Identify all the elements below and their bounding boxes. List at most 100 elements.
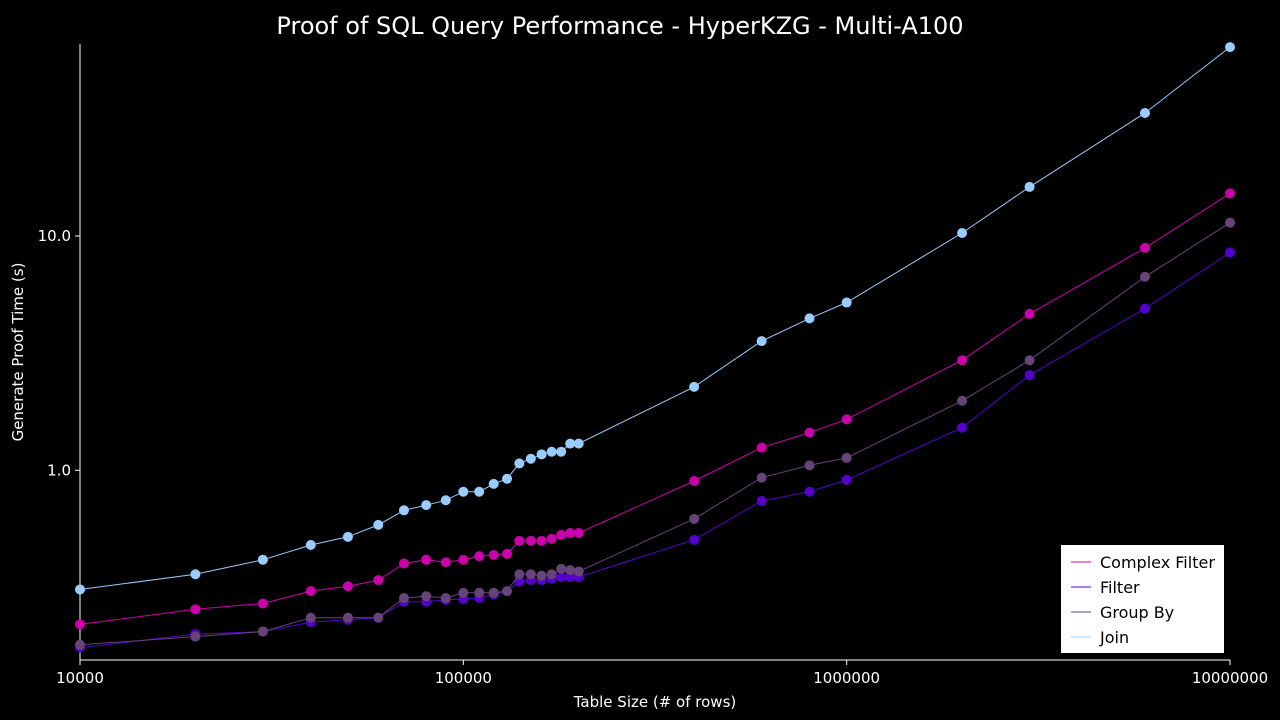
data-point [841,452,852,463]
data-point [689,476,700,487]
data-point [804,313,815,324]
data-point [546,446,557,457]
series-line [79,252,1231,649]
data-point [474,551,485,562]
data-point [488,478,499,489]
data-point [1024,355,1035,366]
legend-label: Group By [1100,603,1174,622]
data-point [421,591,432,602]
data-point [1024,308,1035,319]
data-point [488,587,499,598]
data-point [1225,217,1235,228]
data-point [502,473,513,484]
data-point [565,527,576,538]
series-line [79,222,1231,646]
data-point [257,554,268,565]
data-point [536,535,547,546]
data-point [841,414,852,425]
data-point [458,587,469,598]
data-point [342,531,353,542]
plot-area [75,42,1235,653]
series-line [79,192,1231,625]
data-point [257,598,268,609]
data-point [804,486,815,497]
data-point [565,572,576,583]
axes: 10000 100000 1000000 10000000 1.0 10.0 [38,44,1268,687]
data-point [305,586,316,597]
data-point [458,486,469,497]
data-point [75,619,85,630]
data-point [536,449,547,460]
legend-label: Join [1099,628,1129,647]
data-point [565,438,576,449]
data-point [957,422,968,433]
data-point [546,569,557,580]
data-point [536,570,547,581]
data-point [458,554,469,565]
data-point [556,563,567,574]
data-point [514,535,525,546]
data-point [689,513,700,524]
data-point [841,297,852,308]
data-point [398,593,409,604]
data-point [1139,303,1150,314]
data-point [514,569,525,580]
data-point [1139,271,1150,282]
data-point [373,519,384,530]
data-point [565,565,576,576]
data-point [373,575,384,586]
data-point [804,427,815,438]
data-point [556,572,567,583]
y-axis-label: Generate Proof Time (s) [9,263,27,442]
data-point [756,472,767,483]
data-point [573,438,584,449]
data-point [804,460,815,471]
data-point [1139,107,1150,118]
legend: Complex Filter Filter Group By Join [1061,545,1224,653]
data-point [756,442,767,453]
data-point [440,593,451,604]
data-point [75,639,85,650]
data-point [1024,181,1035,192]
data-point [546,533,557,544]
x-tick-label: 100000 [435,669,492,687]
legend-box [1061,545,1224,653]
data-point [556,446,567,457]
data-point [514,576,525,587]
data-point [1139,242,1150,253]
data-point [305,612,316,623]
data-point [488,550,499,561]
data-point [440,495,451,506]
data-point [1225,247,1235,258]
data-point [525,535,536,546]
data-point [525,453,536,464]
chart-title: Proof of SQL Query Performance - HyperKZ… [276,12,963,40]
series-group-by [75,217,1235,650]
data-point [305,539,316,550]
data-point [398,505,409,516]
data-point [841,474,852,485]
data-point [957,395,968,406]
data-point [342,581,353,592]
data-point [573,527,584,538]
series-complex-filter [75,188,1235,630]
data-point [474,587,485,598]
data-point [689,534,700,545]
x-tick-label: 10000000 [1192,669,1268,687]
y-tick-label: 1.0 [47,461,71,479]
data-point [440,557,451,568]
x-tick-label: 1000000 [813,669,880,687]
data-point [556,529,567,540]
data-point [421,554,432,565]
data-point [190,631,201,642]
data-point [373,612,384,623]
data-point [190,604,201,615]
series-line [79,46,1231,590]
data-point [342,612,353,623]
data-point [957,355,968,366]
data-point [398,558,409,569]
data-point [257,626,268,637]
data-point [689,381,700,392]
